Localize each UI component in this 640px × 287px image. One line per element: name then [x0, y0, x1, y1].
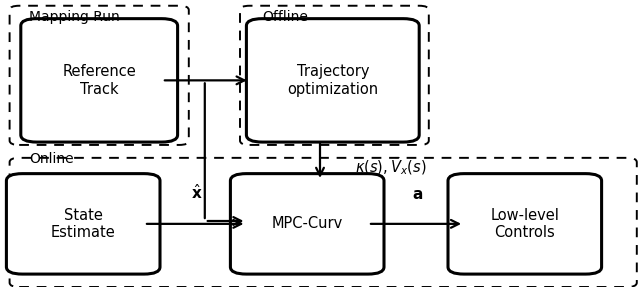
- FancyBboxPatch shape: [448, 174, 602, 274]
- Text: Trajectory
optimization: Trajectory optimization: [287, 64, 378, 96]
- FancyBboxPatch shape: [230, 174, 384, 274]
- Text: $\mathbf{a}$: $\mathbf{a}$: [412, 187, 424, 202]
- Text: $\hat{\mathbf{x}}$: $\hat{\mathbf{x}}$: [191, 183, 203, 202]
- FancyBboxPatch shape: [20, 19, 177, 142]
- FancyBboxPatch shape: [246, 19, 419, 142]
- FancyBboxPatch shape: [10, 6, 189, 145]
- Text: Reference
Track: Reference Track: [62, 64, 136, 96]
- Text: MPC-Curv: MPC-Curv: [271, 216, 343, 231]
- Text: Low-level
Controls: Low-level Controls: [490, 208, 559, 240]
- Text: Online: Online: [29, 152, 74, 166]
- FancyBboxPatch shape: [10, 158, 637, 287]
- FancyBboxPatch shape: [6, 174, 160, 274]
- Text: $\kappa(s), \bar{V}_x(s)$: $\kappa(s), \bar{V}_x(s)$: [355, 156, 427, 177]
- Text: State
Estimate: State Estimate: [51, 208, 116, 240]
- FancyBboxPatch shape: [240, 6, 429, 145]
- Text: Offline: Offline: [262, 10, 308, 24]
- Text: Mapping Run: Mapping Run: [29, 10, 120, 24]
